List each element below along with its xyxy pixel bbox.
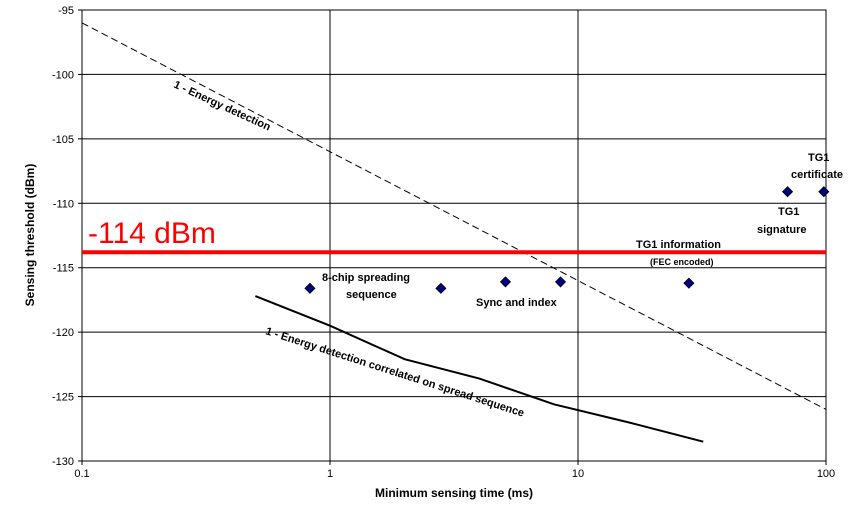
chip-spreading-label-line2: sequence bbox=[346, 289, 397, 301]
data-point-marker bbox=[782, 186, 794, 198]
y-tick-label: -130 bbox=[52, 456, 74, 468]
tg1-certificate-label-line1: TG1 bbox=[808, 152, 829, 164]
data-point-marker bbox=[818, 186, 830, 198]
y-tick-label: -95 bbox=[58, 5, 74, 17]
plot-area-frame bbox=[81, 9, 827, 462]
data-point-marker bbox=[435, 282, 447, 294]
tg1-signature-label-line2: signature bbox=[757, 224, 807, 236]
y-axis-title: Sensing threshold (dBm) bbox=[23, 164, 37, 307]
series-layer bbox=[81, 22, 830, 443]
correlated-detection-label: 1 - Energy detection correlated on sprea… bbox=[264, 325, 526, 419]
energy-detection-line bbox=[81, 22, 827, 410]
tg1-certificate-label-line2: certificate bbox=[791, 169, 843, 181]
y-axis-ticks: -95 -100 -105 -110 -115 -120 -125 -130 bbox=[52, 5, 82, 468]
x-tick-label: 0.1 bbox=[74, 468, 89, 480]
y-tick-label: -120 bbox=[52, 327, 74, 339]
data-point-marker bbox=[304, 282, 316, 294]
x-axis-title: Minimum sensing time (ms) bbox=[375, 486, 533, 500]
x-tick-label: 100 bbox=[817, 468, 835, 480]
data-point-marker bbox=[554, 276, 567, 288]
y-tick-label: -110 bbox=[53, 198, 74, 210]
data-point-marker bbox=[499, 276, 512, 288]
x-axis-ticks: 0.1 1 10 100 bbox=[74, 461, 835, 480]
y-tick-label: -100 bbox=[52, 69, 74, 81]
tg1-signature-label-line1: TG1 bbox=[778, 206, 799, 218]
y-tick-label: -105 bbox=[52, 134, 74, 146]
y-tick-label: -115 bbox=[53, 263, 74, 275]
energy-detection-label: 1 - Energy detection bbox=[172, 79, 273, 134]
data-point-marker bbox=[683, 277, 695, 289]
threshold-label: -114 dBm bbox=[88, 217, 216, 250]
y-tick-label: -125 bbox=[52, 392, 74, 404]
x-tick-label: 1 bbox=[327, 468, 333, 480]
x-tick-label: 10 bbox=[572, 468, 584, 480]
tg1-information-label: TG1 information bbox=[636, 239, 721, 251]
correlated-detection-line bbox=[254, 295, 704, 443]
chip-spreading-label-line1: 8-chip spreading bbox=[322, 272, 410, 284]
sync-index-label: Sync and index bbox=[476, 297, 558, 309]
fec-encoded-label: (FEC encoded) bbox=[650, 257, 714, 267]
